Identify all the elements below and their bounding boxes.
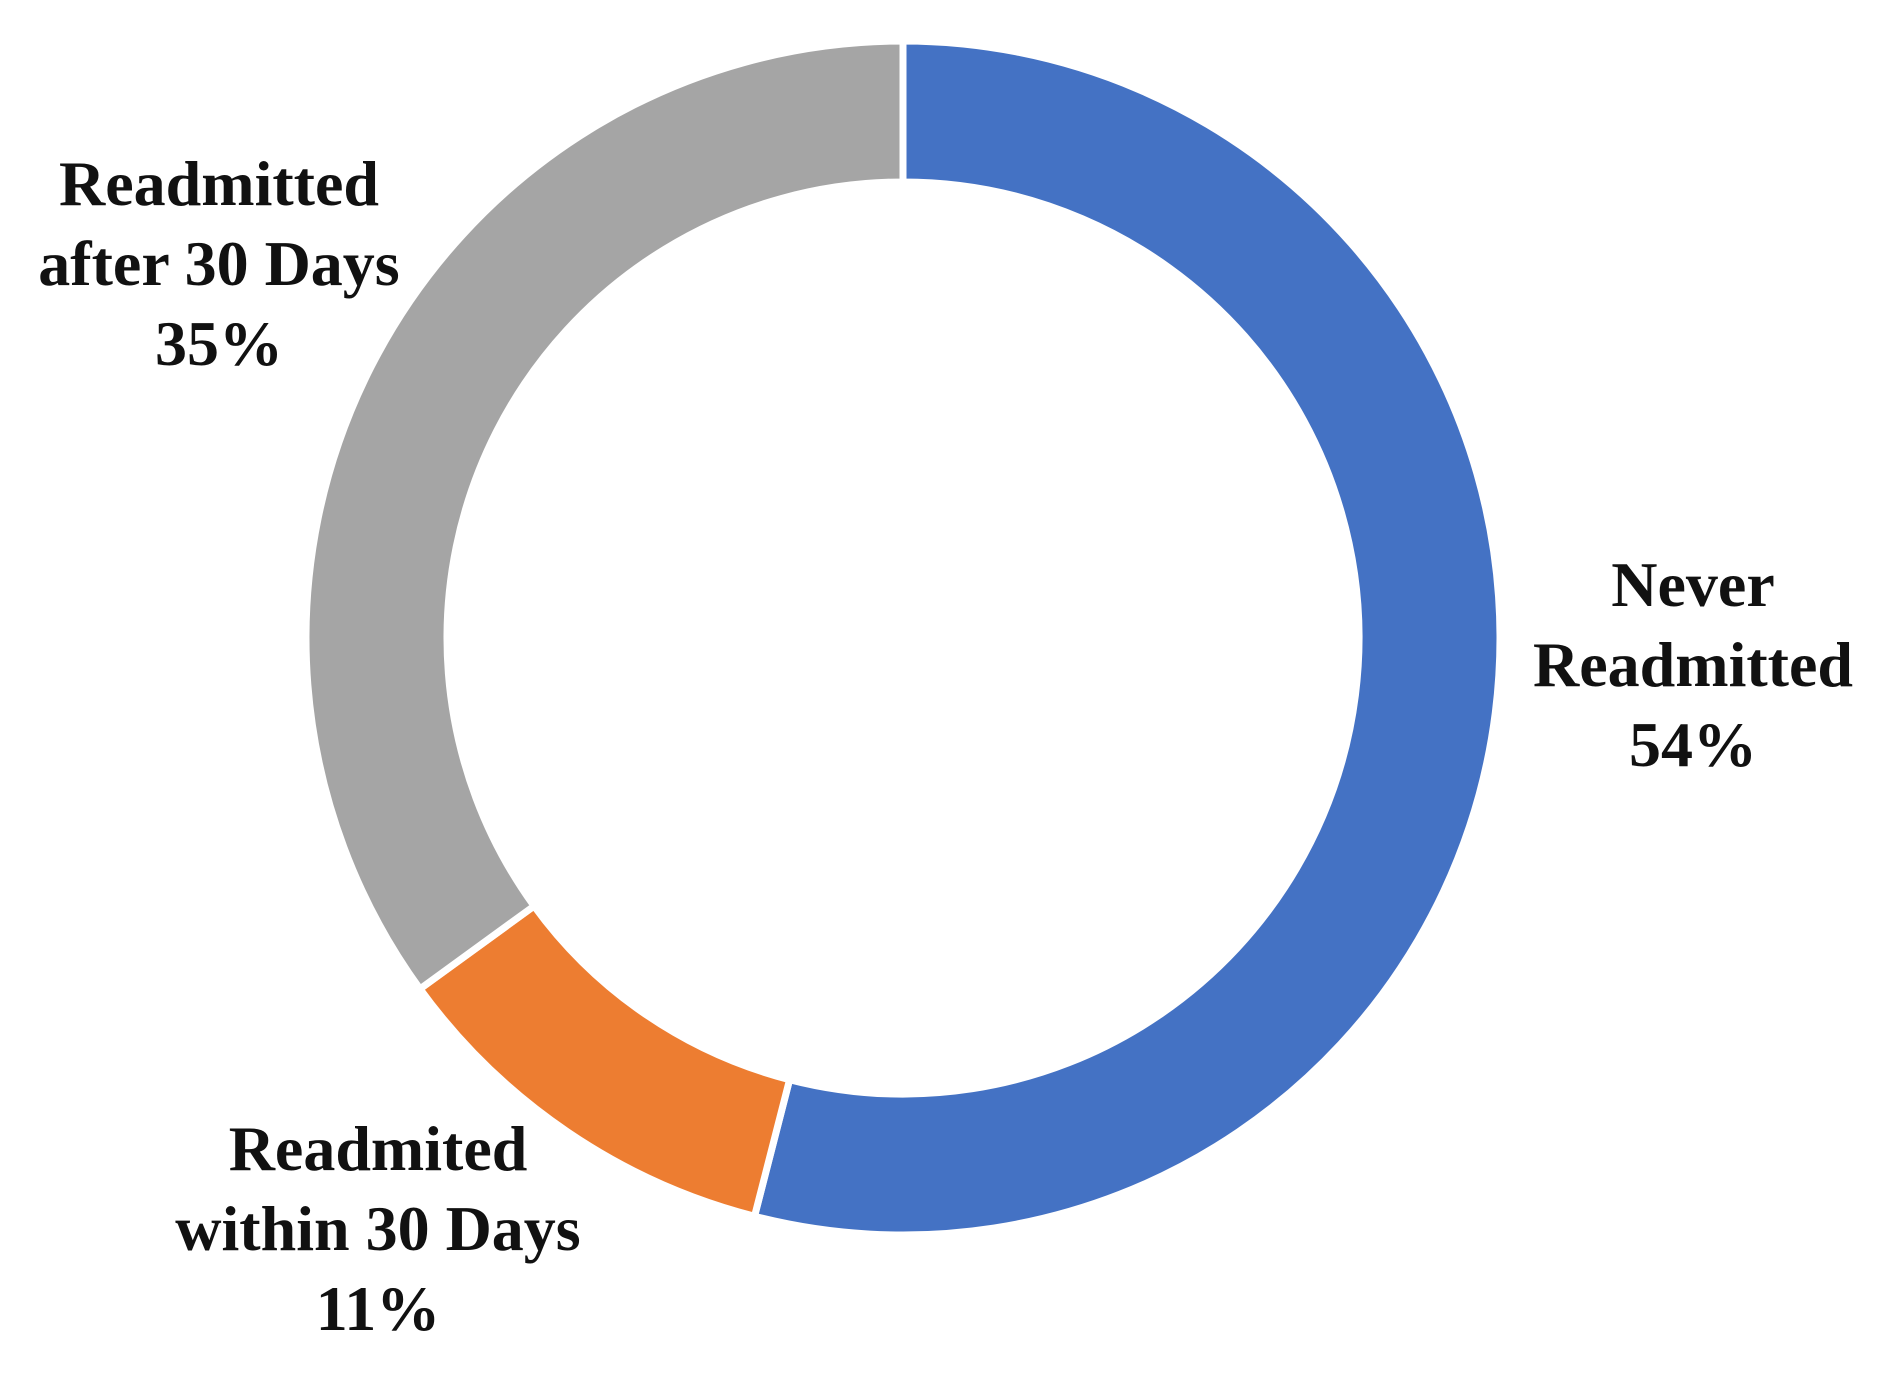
slice-percent-label: 35% xyxy=(155,308,283,379)
slice-category-label: Readmitted xyxy=(1533,629,1853,700)
slice-category-label: Readmited xyxy=(229,1113,528,1184)
slice-percent-label: 54% xyxy=(1629,709,1757,780)
slice-label-1: Readmited within 30 Days 11% xyxy=(175,1113,580,1344)
slice-category-label: after 30 Days xyxy=(38,228,399,299)
donut-slice-0 xyxy=(750,37,1504,1239)
slice-category-label: within 30 Days xyxy=(175,1193,580,1264)
slice-label-0: Never Readmitted 54% xyxy=(1533,549,1853,780)
slice-category-label: Never xyxy=(1611,549,1774,620)
slice-category-label: Readmitted xyxy=(59,148,379,219)
donut-slice-2 xyxy=(302,37,907,994)
slice-percent-label: 11% xyxy=(316,1273,440,1344)
slice-label-2: Readmitted after 30 Days 35% xyxy=(38,148,399,379)
slice-labels: Never Readmitted 54% Readmited within 30 Day… xyxy=(38,148,1853,1344)
donut-slices xyxy=(302,37,1504,1239)
